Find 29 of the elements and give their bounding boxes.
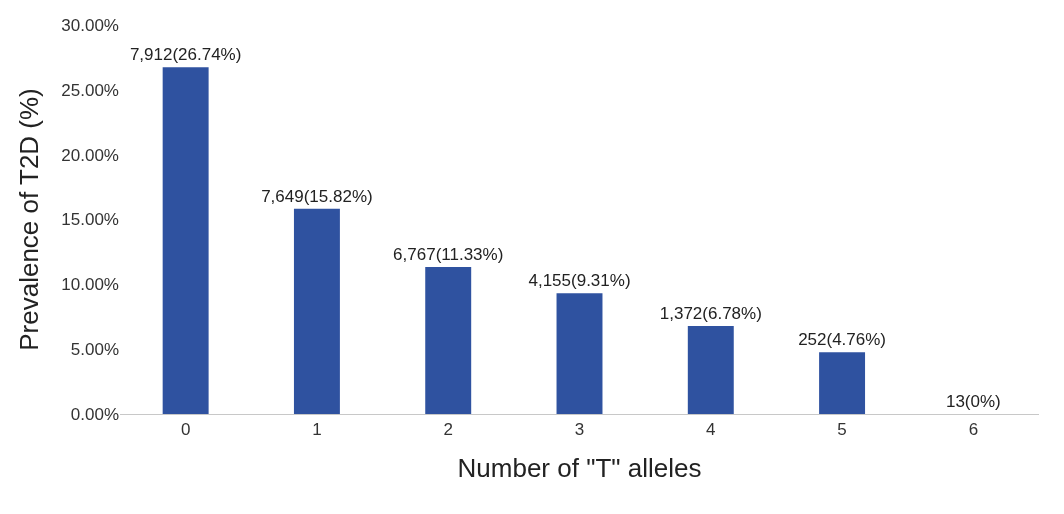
data-label: 4,155(9.31%) [528,271,631,291]
data-label: 13(0%) [945,392,1001,411]
x-tick-label: 2 [443,420,453,440]
y-axis-title: Prevalence of T2D (%) [13,88,44,351]
x-tick-label: 0 [180,420,191,440]
data-label: 1,372(6.78%) [659,304,762,324]
y-tick-label: 0.00% [70,404,119,424]
y-tick-label: 30.00% [61,15,119,35]
x-axis-title: Number of "T" alleles [457,453,702,484]
data-label: 7,649(15.82%) [261,186,373,206]
data-label: 6,767(11.33%) [393,245,504,265]
x-tick-label: 3 [574,420,585,440]
x-tick-label: 1 [312,420,322,440]
x-tick-label: 4 [706,420,716,440]
y-tick-label: 25.00% [61,80,119,100]
data-label: 7,912(26.74%) [129,45,242,65]
y-tick-label: 15.00% [61,210,119,230]
y-tick-label: 20.00% [61,145,119,165]
bar [425,267,472,414]
data-label: 252(4.76%) [798,330,887,350]
bar [556,293,603,414]
bar [687,326,734,414]
bar [819,352,866,414]
bar [162,67,209,414]
bar [293,208,340,414]
x-tick-label: 6 [968,420,979,440]
y-tick-label: 10.00% [61,275,119,295]
y-tick-label: 5.00% [70,340,119,360]
x-tick-label: 5 [837,420,847,440]
